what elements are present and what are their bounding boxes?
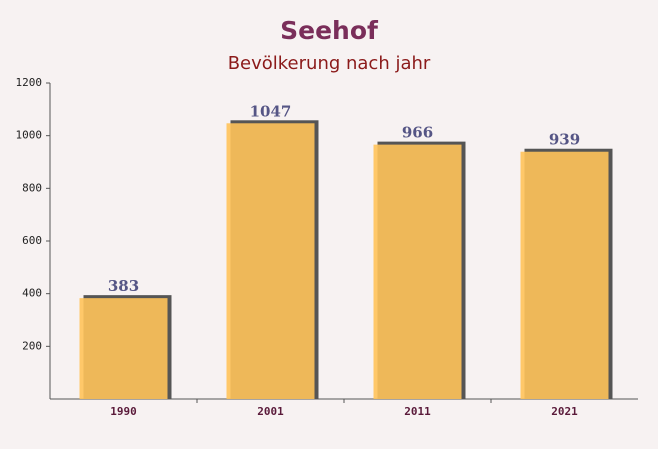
value-label: 966	[402, 124, 433, 142]
y-tick-label: 1200	[16, 76, 43, 89]
bar	[373, 144, 462, 399]
bar	[79, 298, 168, 399]
bar	[520, 151, 609, 399]
bar	[226, 123, 315, 399]
y-tick-label: 1000	[16, 129, 43, 142]
x-tick-label: 2011	[404, 405, 431, 418]
y-tick-label: 800	[22, 181, 42, 194]
x-tick-label: 2001	[257, 405, 284, 418]
value-label: 383	[108, 277, 139, 295]
x-tick-label: 1990	[110, 405, 137, 418]
y-tick-label: 200	[22, 339, 42, 352]
value-label: 939	[549, 131, 580, 149]
chart-title: Seehof	[280, 16, 379, 45]
chart-subtitle: Bevölkerung nach jahr	[228, 53, 431, 74]
y-tick-label: 400	[22, 287, 42, 300]
x-tick-label: 2021	[551, 405, 578, 418]
value-label: 1047	[250, 102, 292, 120]
y-tick-label: 600	[22, 234, 42, 247]
